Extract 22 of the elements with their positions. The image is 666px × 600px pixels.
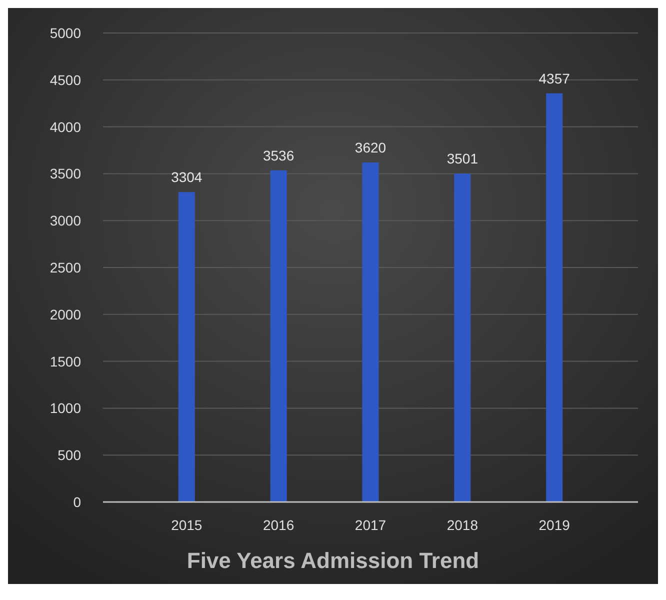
y-tick-label: 3500: [50, 166, 82, 182]
y-tick-label: 2500: [50, 260, 82, 276]
y-tick-label: 2000: [50, 306, 82, 322]
y-tick-label: 1000: [50, 400, 82, 416]
data-label: 3620: [354, 139, 386, 156]
y-tick-label: 1500: [50, 353, 82, 370]
y-tick-label: 5000: [50, 25, 82, 41]
x-tick-label: 2017: [354, 517, 386, 533]
x-tick-label: 2019: [538, 517, 570, 533]
data-label: 3304: [171, 169, 202, 186]
x-tick-label: 2015: [171, 517, 202, 533]
data-label: 4357: [538, 70, 570, 86]
y-tick-label: 0: [73, 494, 82, 510]
x-tick-label: 2016: [262, 517, 294, 533]
y-tick-label: 500: [58, 447, 82, 464]
y-tick-label: 3000: [50, 212, 82, 229]
data-label: 3501: [446, 150, 478, 167]
y-tick-label: 4500: [50, 72, 82, 88]
y-tick-label: 4000: [50, 118, 82, 135]
text: Five Years Admission Trend: [186, 548, 480, 573]
x-tick-label: 2018: [446, 517, 478, 533]
data-label: 3536: [262, 147, 294, 164]
